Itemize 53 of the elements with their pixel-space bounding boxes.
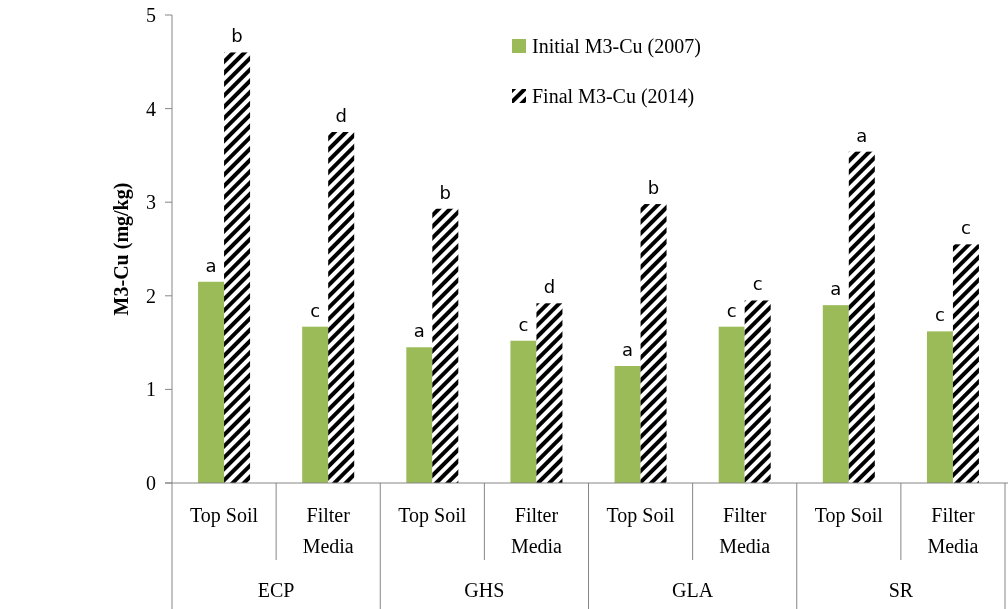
bar [718, 326, 745, 483]
text: GHS [464, 579, 505, 601]
y-tick-label: 5 [146, 4, 156, 26]
bar [744, 300, 771, 483]
x-tick-label: Filter Media [719, 504, 771, 557]
data-label: d [335, 105, 347, 126]
bar [198, 281, 225, 483]
bar [536, 303, 563, 483]
y-tick-label: 1 [146, 378, 156, 401]
data-label: c [752, 273, 763, 295]
x-tick-label: Filter Media [302, 504, 354, 557]
bar [406, 347, 433, 483]
data-label: c [310, 299, 321, 321]
bar [926, 331, 953, 483]
data-label: d [543, 276, 556, 298]
bar [822, 305, 849, 483]
data-label: a [830, 278, 842, 300]
data-label: b [647, 177, 660, 199]
y-axis-title: M3-Cu (mg/kg) [110, 182, 133, 316]
y-tick-label: 0 [146, 472, 156, 494]
x-tick-label: Top Soil [606, 504, 676, 527]
data-label: a [856, 124, 868, 146]
bar [432, 208, 459, 483]
y-tick-label: 2 [146, 284, 156, 307]
bar [614, 366, 641, 483]
x-tick-label: Filter Media [927, 504, 979, 557]
bar [302, 326, 329, 483]
data-label: c [934, 304, 945, 326]
bar [848, 151, 875, 483]
bar [328, 132, 355, 483]
legend-label: Initial M3-Cu (2007) [532, 35, 701, 58]
data-label: a [413, 320, 425, 342]
bar [224, 52, 251, 483]
data-label: a [622, 339, 634, 360]
x-tick-label: Filter Media [510, 504, 563, 557]
legend-label: Final M3-Cu (2014) [532, 85, 695, 108]
x-tick-label: Top Soil [398, 504, 467, 527]
data-label: b [231, 25, 243, 47]
data-label: c [518, 313, 529, 335]
bar [510, 340, 537, 483]
text: ECP [257, 579, 295, 601]
data-label: c [960, 217, 971, 239]
data-label: a [205, 254, 217, 276]
bar [952, 244, 979, 483]
data-label: b [439, 181, 452, 203]
y-tick-label: 3 [146, 191, 156, 214]
text: GLA [672, 579, 714, 601]
y-tick-label: 4 [146, 97, 156, 120]
x-tick-label: Top Soil [190, 504, 259, 527]
x-tick-label: Top Soil [814, 504, 884, 527]
data-label: c [726, 299, 737, 321]
bar [640, 204, 667, 483]
text: SR [888, 579, 914, 601]
